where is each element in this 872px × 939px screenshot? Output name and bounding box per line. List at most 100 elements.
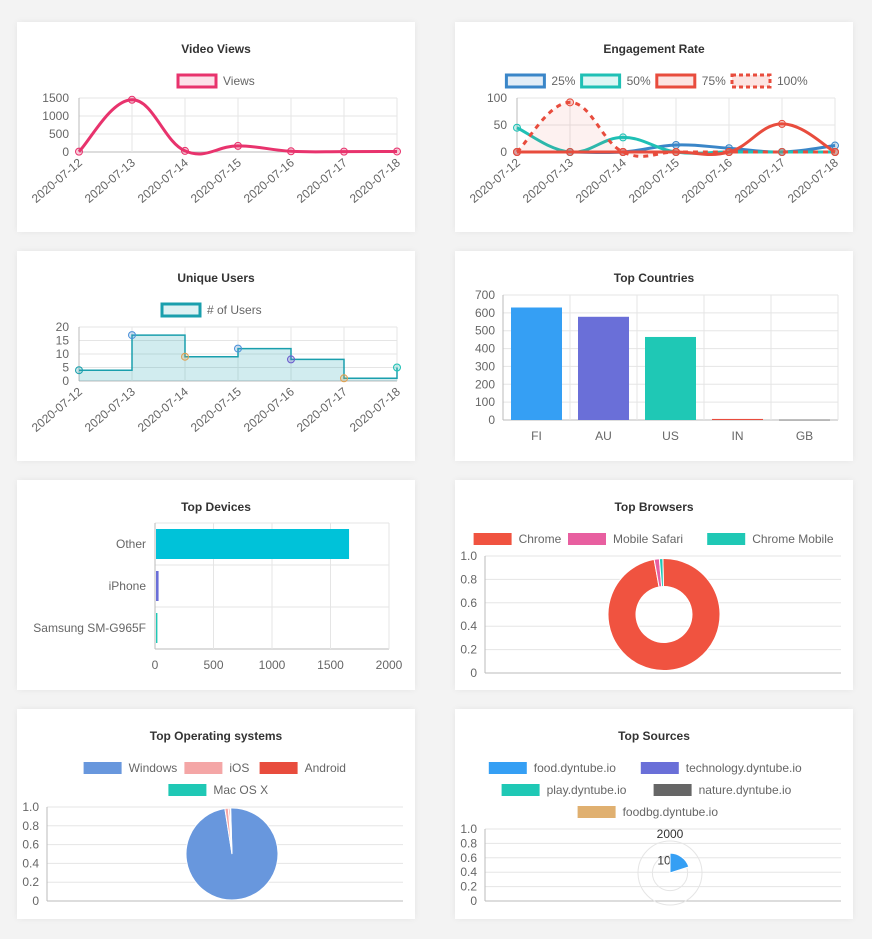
x-tick-label: 2020-07-12 — [467, 155, 523, 205]
y-tick-label: 0 — [62, 145, 69, 159]
data-point — [513, 148, 521, 156]
y-tick-label: 1000 — [42, 109, 69, 123]
pie-slice — [658, 558, 664, 588]
y-tick-label: 5 — [62, 361, 69, 375]
y-tick-label: 0.4 — [460, 865, 477, 879]
legend-label: foodbg.dyntube.io — [623, 805, 719, 819]
x-tick-label: 2020-07-12 — [29, 155, 85, 205]
y-tick-label: 0 — [500, 145, 507, 159]
x-tick-label: 2020-07-16 — [241, 384, 297, 434]
bar — [156, 529, 350, 559]
chart-card-top-devices: Top Devices Other iPhone Samsung SM-G965F 0 5… — [17, 480, 415, 690]
series-line — [515, 100, 835, 158]
y-tick-label: 600 — [475, 306, 495, 320]
data-point — [234, 344, 242, 353]
y-tick-label: iPhone — [109, 579, 147, 593]
x-tick-label: 2020-07-14 — [573, 155, 629, 205]
bar — [156, 571, 159, 601]
chart-title: Video Views — [181, 42, 251, 56]
legend-swatch — [655, 73, 697, 89]
y-tick-label: 0 — [470, 666, 477, 680]
y-tick-label: 700 — [475, 288, 495, 302]
data-point — [831, 148, 839, 156]
x-tick-label: 2020-07-18 — [347, 155, 403, 205]
x-tick-label: GB — [796, 429, 813, 443]
data-point — [75, 147, 83, 156]
legend-swatch — [640, 762, 679, 774]
legend-label: 50% — [627, 74, 651, 88]
data-point — [672, 140, 680, 149]
data-point — [619, 148, 627, 156]
radial-gridline — [637, 840, 703, 906]
legend-swatch — [568, 533, 606, 545]
y-tick-label: 0.4 — [460, 619, 477, 633]
x-tick-label: 2020-07-18 — [347, 384, 403, 434]
data-point — [513, 123, 521, 132]
y-tick-label: Samsung SM-G965F — [33, 621, 146, 635]
chart-title: Top Devices — [181, 500, 251, 514]
y-tick-label: 1.0 — [460, 549, 477, 563]
chart-canvas: Other iPhone Samsung SM-G965F 0 500 1000 1500 2… — [33, 522, 403, 672]
series-line — [77, 98, 398, 156]
y-tick-label: 100 — [487, 91, 507, 105]
x-tick-label: 2020-07-13 — [82, 384, 138, 434]
pie-slice — [229, 807, 233, 855]
y-tick-label: 0.6 — [22, 838, 39, 852]
legend-label: technology.dyntube.io — [686, 761, 802, 775]
legend-label: Mac OS X — [213, 783, 268, 797]
legend-swatch — [577, 806, 616, 818]
legend-swatch — [580, 73, 622, 89]
data-point — [128, 331, 136, 340]
data-point — [287, 355, 295, 364]
y-tick-label: 0.6 — [460, 851, 477, 865]
data-point — [566, 148, 574, 156]
x-tick-label: 2020-07-13 — [82, 155, 138, 205]
pie-slice — [607, 558, 721, 671]
x-tick-label: 2020-07-15 — [188, 155, 244, 205]
x-tick-label: FI — [531, 429, 542, 443]
data-point — [287, 147, 295, 156]
chart-canvas: Chrome Mobile Safari Chrome Mobile 1.0 0.8 0.… — [460, 532, 841, 680]
y-tick-label: 0.6 — [460, 596, 477, 610]
y-tick-label: 1.0 — [460, 822, 477, 836]
chart-title: Top Operating systems — [149, 729, 283, 743]
data-point — [181, 146, 189, 155]
y-tick-label: 100 — [475, 395, 495, 409]
legend-swatch — [501, 784, 540, 796]
x-tick-label: 2020-07-18 — [785, 155, 841, 205]
data-point — [393, 147, 401, 156]
x-tick-label: 2020-07-16 — [241, 155, 297, 205]
pie-slice — [669, 852, 690, 874]
data-point — [340, 374, 348, 383]
x-tick-label: 2020-07-13 — [520, 155, 576, 205]
x-tick-label: 1000 — [259, 658, 286, 672]
legend-swatch — [259, 762, 298, 774]
legend-label: Mobile Safari — [613, 532, 683, 546]
chart-canvas: 700 600 500 400 300 200 100 0 FI AU US IN GB — [475, 288, 839, 443]
y-tick-label: 10 — [56, 347, 70, 361]
chart-canvas: Views1500100050002020-07-122020-07-13202… — [29, 73, 403, 206]
chart-card-engagement-rate: Engagement Rate 25% 50% 75% 100% 100 50 0 2020-0… — [455, 22, 853, 232]
data-point — [778, 148, 786, 156]
legend-label: Android — [305, 761, 346, 775]
y-tick-label: 20 — [56, 320, 70, 334]
legend-label: 100% — [777, 74, 808, 88]
x-tick-label: 2000 — [376, 658, 403, 672]
bar — [578, 316, 629, 420]
y-tick-label: Other — [116, 537, 146, 551]
y-tick-label: 15 — [56, 334, 70, 348]
data-point — [75, 366, 83, 375]
legend-label: nature.dyntube.io — [699, 783, 792, 797]
y-tick-label: 0.2 — [460, 643, 477, 657]
data-point — [778, 119, 786, 128]
y-tick-label: 500 — [49, 127, 69, 141]
legend-swatch — [488, 762, 527, 774]
y-tick-label: 0.2 — [460, 880, 477, 894]
chart-canvas: food.dyntube.io technology.dyntube.io play… — [460, 761, 841, 908]
x-tick-label: 2020-07-15 — [626, 155, 682, 205]
legend-label: food.dyntube.io — [534, 761, 616, 775]
y-tick-label: 200 — [475, 377, 495, 391]
chart-title: Top Countries — [613, 271, 695, 285]
y-tick-label: 0.2 — [22, 875, 39, 889]
x-tick-label: AU — [595, 429, 612, 443]
